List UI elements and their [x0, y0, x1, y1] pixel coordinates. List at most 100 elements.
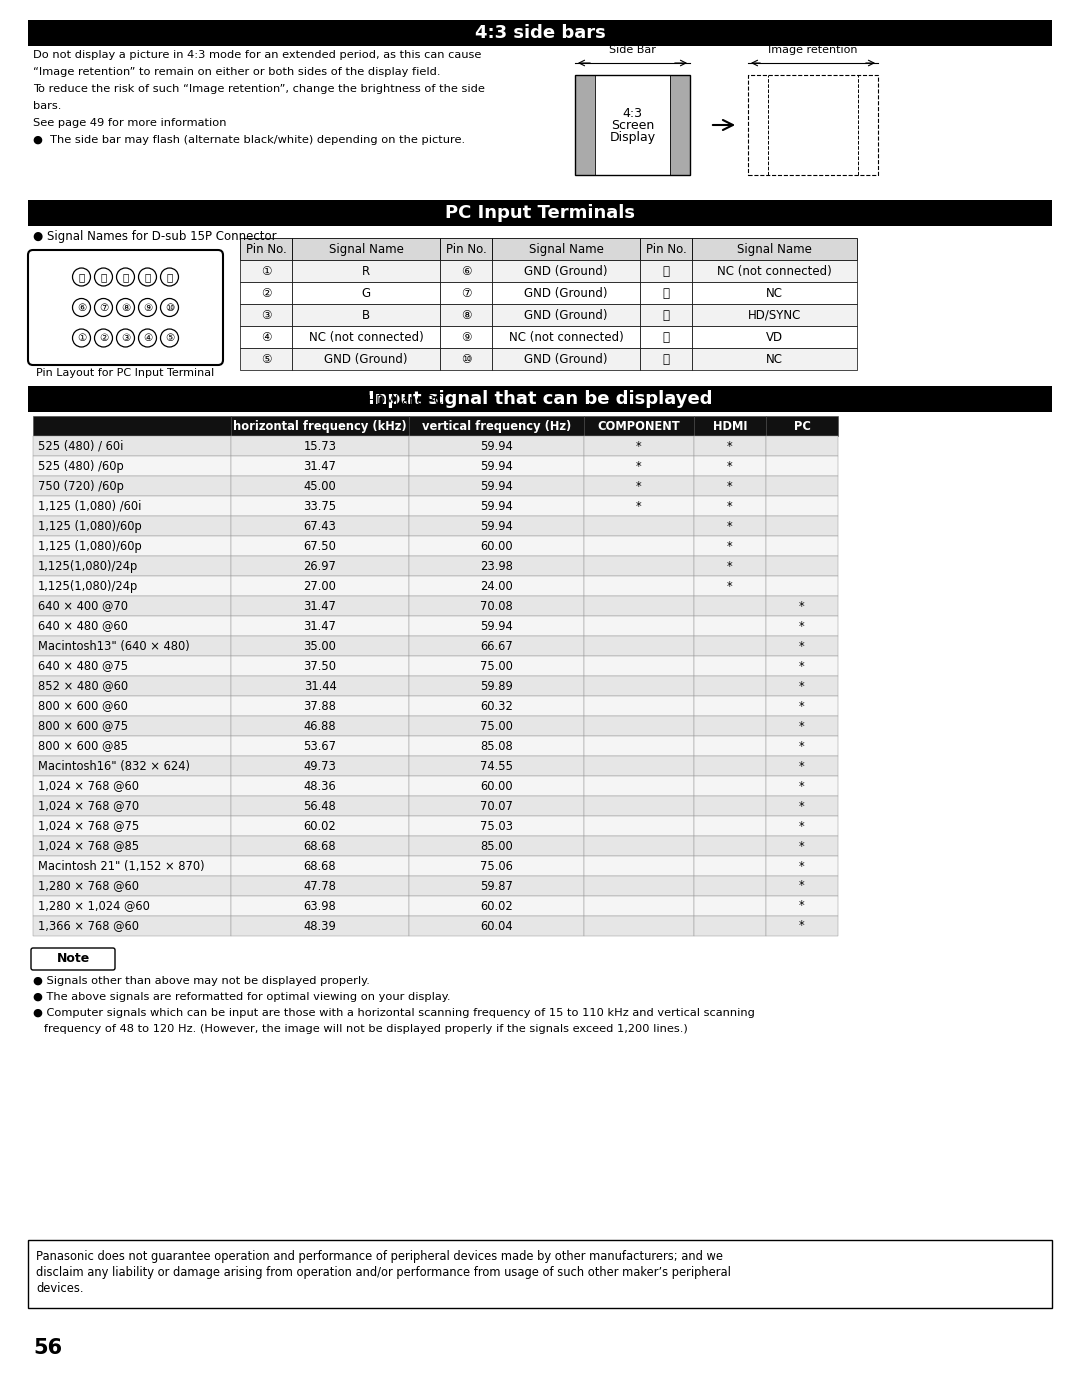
Text: 1,024 × 768 @60: 1,024 × 768 @60	[38, 780, 139, 793]
Text: ⑧: ⑧	[121, 303, 130, 312]
Bar	[409, 897, 584, 916]
Bar	[33, 516, 231, 536]
Bar	[694, 836, 766, 856]
Text: 59.89: 59.89	[481, 680, 513, 693]
Bar	[33, 795, 231, 816]
Bar	[33, 476, 231, 496]
Text: Note: Note	[56, 952, 90, 966]
Bar	[409, 436, 584, 457]
Bar	[694, 557, 766, 576]
Bar	[694, 897, 766, 916]
Text: 74.55: 74.55	[480, 759, 513, 773]
Bar	[231, 756, 409, 776]
Text: *: *	[799, 600, 805, 612]
Text: 45.00: 45.00	[303, 479, 336, 493]
Bar	[33, 657, 231, 676]
Bar	[28, 19, 1052, 46]
Text: 60.04: 60.04	[481, 919, 513, 933]
Bar	[409, 576, 584, 595]
Bar	[766, 916, 838, 936]
Text: ⑬: ⑬	[122, 272, 129, 282]
Text: ● Signals other than above may not be displayed properly.: ● Signals other than above may not be di…	[33, 976, 369, 985]
Bar	[440, 348, 492, 371]
Text: 59.87: 59.87	[481, 880, 513, 892]
Bar	[766, 636, 838, 657]
Bar	[766, 616, 838, 636]
Text: ⑭: ⑭	[662, 330, 670, 343]
Text: *: *	[799, 759, 805, 773]
Bar	[409, 695, 584, 716]
Text: Panasonic does not guarantee operation and performance of peripheral devices mad: Panasonic does not guarantee operation a…	[36, 1251, 723, 1263]
Bar	[766, 557, 838, 576]
Text: Image retention: Image retention	[768, 44, 858, 56]
Text: ⑥: ⑥	[461, 265, 471, 278]
Bar	[440, 326, 492, 348]
Bar	[33, 816, 231, 836]
Bar	[595, 75, 670, 175]
Bar	[28, 200, 1052, 226]
Bar	[33, 776, 231, 795]
Bar	[584, 476, 694, 496]
Text: NC: NC	[766, 286, 783, 300]
FancyBboxPatch shape	[28, 250, 222, 365]
Text: ⑩: ⑩	[461, 353, 471, 365]
Bar	[440, 304, 492, 326]
Bar	[766, 695, 838, 716]
Text: *: *	[799, 719, 805, 733]
Bar	[584, 436, 694, 457]
Text: 1,024 × 768 @85: 1,024 × 768 @85	[38, 840, 139, 852]
Text: G: G	[362, 286, 370, 300]
Bar	[292, 304, 440, 326]
Bar	[240, 282, 292, 304]
Bar	[33, 496, 231, 516]
Bar	[440, 237, 492, 260]
Bar	[33, 557, 231, 576]
Text: *: *	[727, 479, 733, 493]
Bar	[231, 636, 409, 657]
Bar	[670, 75, 690, 175]
Bar	[409, 476, 584, 496]
Bar	[231, 576, 409, 595]
Text: ⑤: ⑤	[165, 333, 174, 343]
Bar	[409, 595, 584, 616]
Text: 60.02: 60.02	[303, 819, 336, 833]
Text: 33.75: 33.75	[303, 500, 337, 512]
Text: ● Computer signals which can be input are those with a horizontal scanning frequ: ● Computer signals which can be input ar…	[33, 1008, 755, 1017]
Bar	[694, 795, 766, 816]
Bar	[231, 595, 409, 616]
Text: 800 × 600 @60: 800 × 600 @60	[38, 700, 127, 712]
Text: Macintosh16" (832 × 624): Macintosh16" (832 × 624)	[38, 759, 190, 773]
Bar	[231, 557, 409, 576]
Bar	[694, 636, 766, 657]
Text: 800 × 600 @75: 800 × 600 @75	[38, 719, 129, 733]
Bar	[584, 816, 694, 836]
Text: 31.47: 31.47	[303, 459, 337, 472]
Bar	[575, 75, 690, 175]
Bar	[692, 348, 858, 371]
Text: 70.07: 70.07	[481, 799, 513, 812]
Text: *: *	[727, 559, 733, 572]
Text: 27.00: 27.00	[303, 580, 337, 593]
Bar	[409, 676, 584, 695]
Text: vertical frequency (Hz): vertical frequency (Hz)	[422, 419, 571, 433]
Bar	[33, 616, 231, 636]
Bar	[584, 416, 694, 436]
Bar	[33, 536, 231, 557]
Bar	[240, 348, 292, 371]
Text: 75.00: 75.00	[481, 719, 513, 733]
Bar	[231, 876, 409, 897]
Text: ⑫: ⑫	[662, 286, 670, 300]
Bar	[766, 657, 838, 676]
Bar	[766, 496, 838, 516]
Text: GND (Ground): GND (Ground)	[324, 353, 408, 365]
Bar	[231, 897, 409, 916]
Bar	[33, 856, 231, 876]
Text: *: *	[799, 799, 805, 812]
Text: ④: ④	[260, 330, 271, 343]
Bar	[231, 516, 409, 536]
Text: Macintosh 21" (1,152 × 870): Macintosh 21" (1,152 × 870)	[38, 859, 204, 873]
Bar	[292, 348, 440, 371]
Bar	[409, 776, 584, 795]
Text: ⑮: ⑮	[662, 353, 670, 365]
Bar	[766, 836, 838, 856]
